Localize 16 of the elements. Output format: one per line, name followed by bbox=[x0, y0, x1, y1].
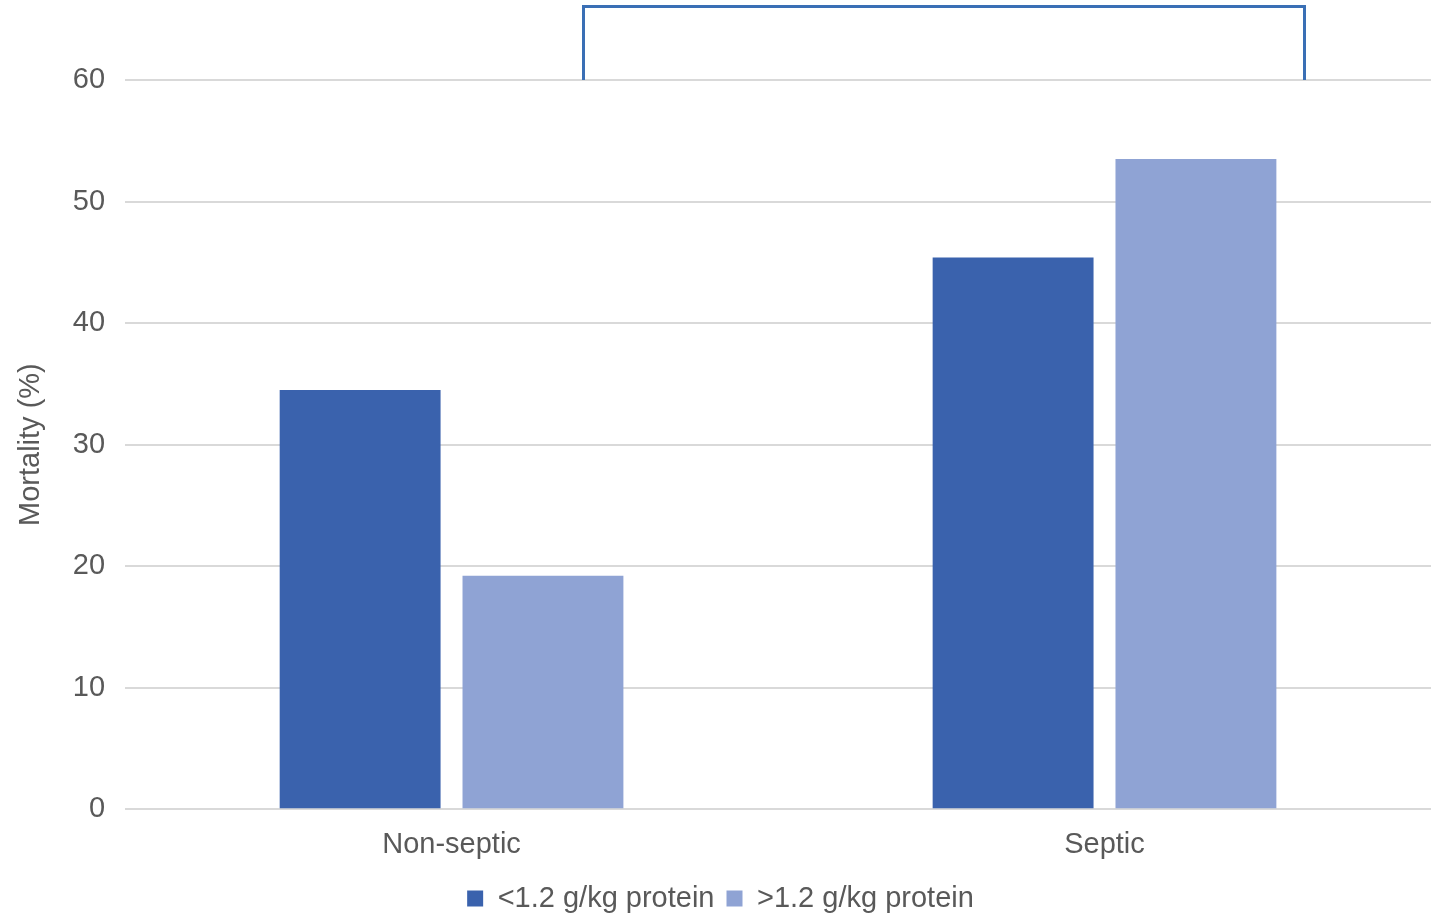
bar bbox=[462, 575, 624, 809]
legend-label: <1.2 g/kg protein bbox=[497, 880, 715, 913]
y-tick-label: 60 bbox=[72, 62, 106, 94]
y-tick-label: 0 bbox=[88, 791, 106, 824]
y-tick-label: 40 bbox=[72, 305, 106, 338]
legend-label: >1.2 g/kg protein bbox=[757, 880, 974, 913]
x-tick-label: Non-septic bbox=[382, 826, 521, 859]
y-tick-label: 20 bbox=[72, 548, 106, 581]
y-tick-label: 30 bbox=[72, 426, 106, 459]
y-axis-title: Mortality (%) bbox=[13, 363, 46, 526]
x-tick-label: Septic bbox=[1064, 826, 1145, 859]
bar bbox=[279, 389, 441, 809]
y-tick-label: 10 bbox=[72, 669, 106, 702]
y-tick-label: 50 bbox=[72, 183, 106, 216]
bar bbox=[932, 257, 1094, 809]
bar bbox=[1115, 159, 1277, 809]
